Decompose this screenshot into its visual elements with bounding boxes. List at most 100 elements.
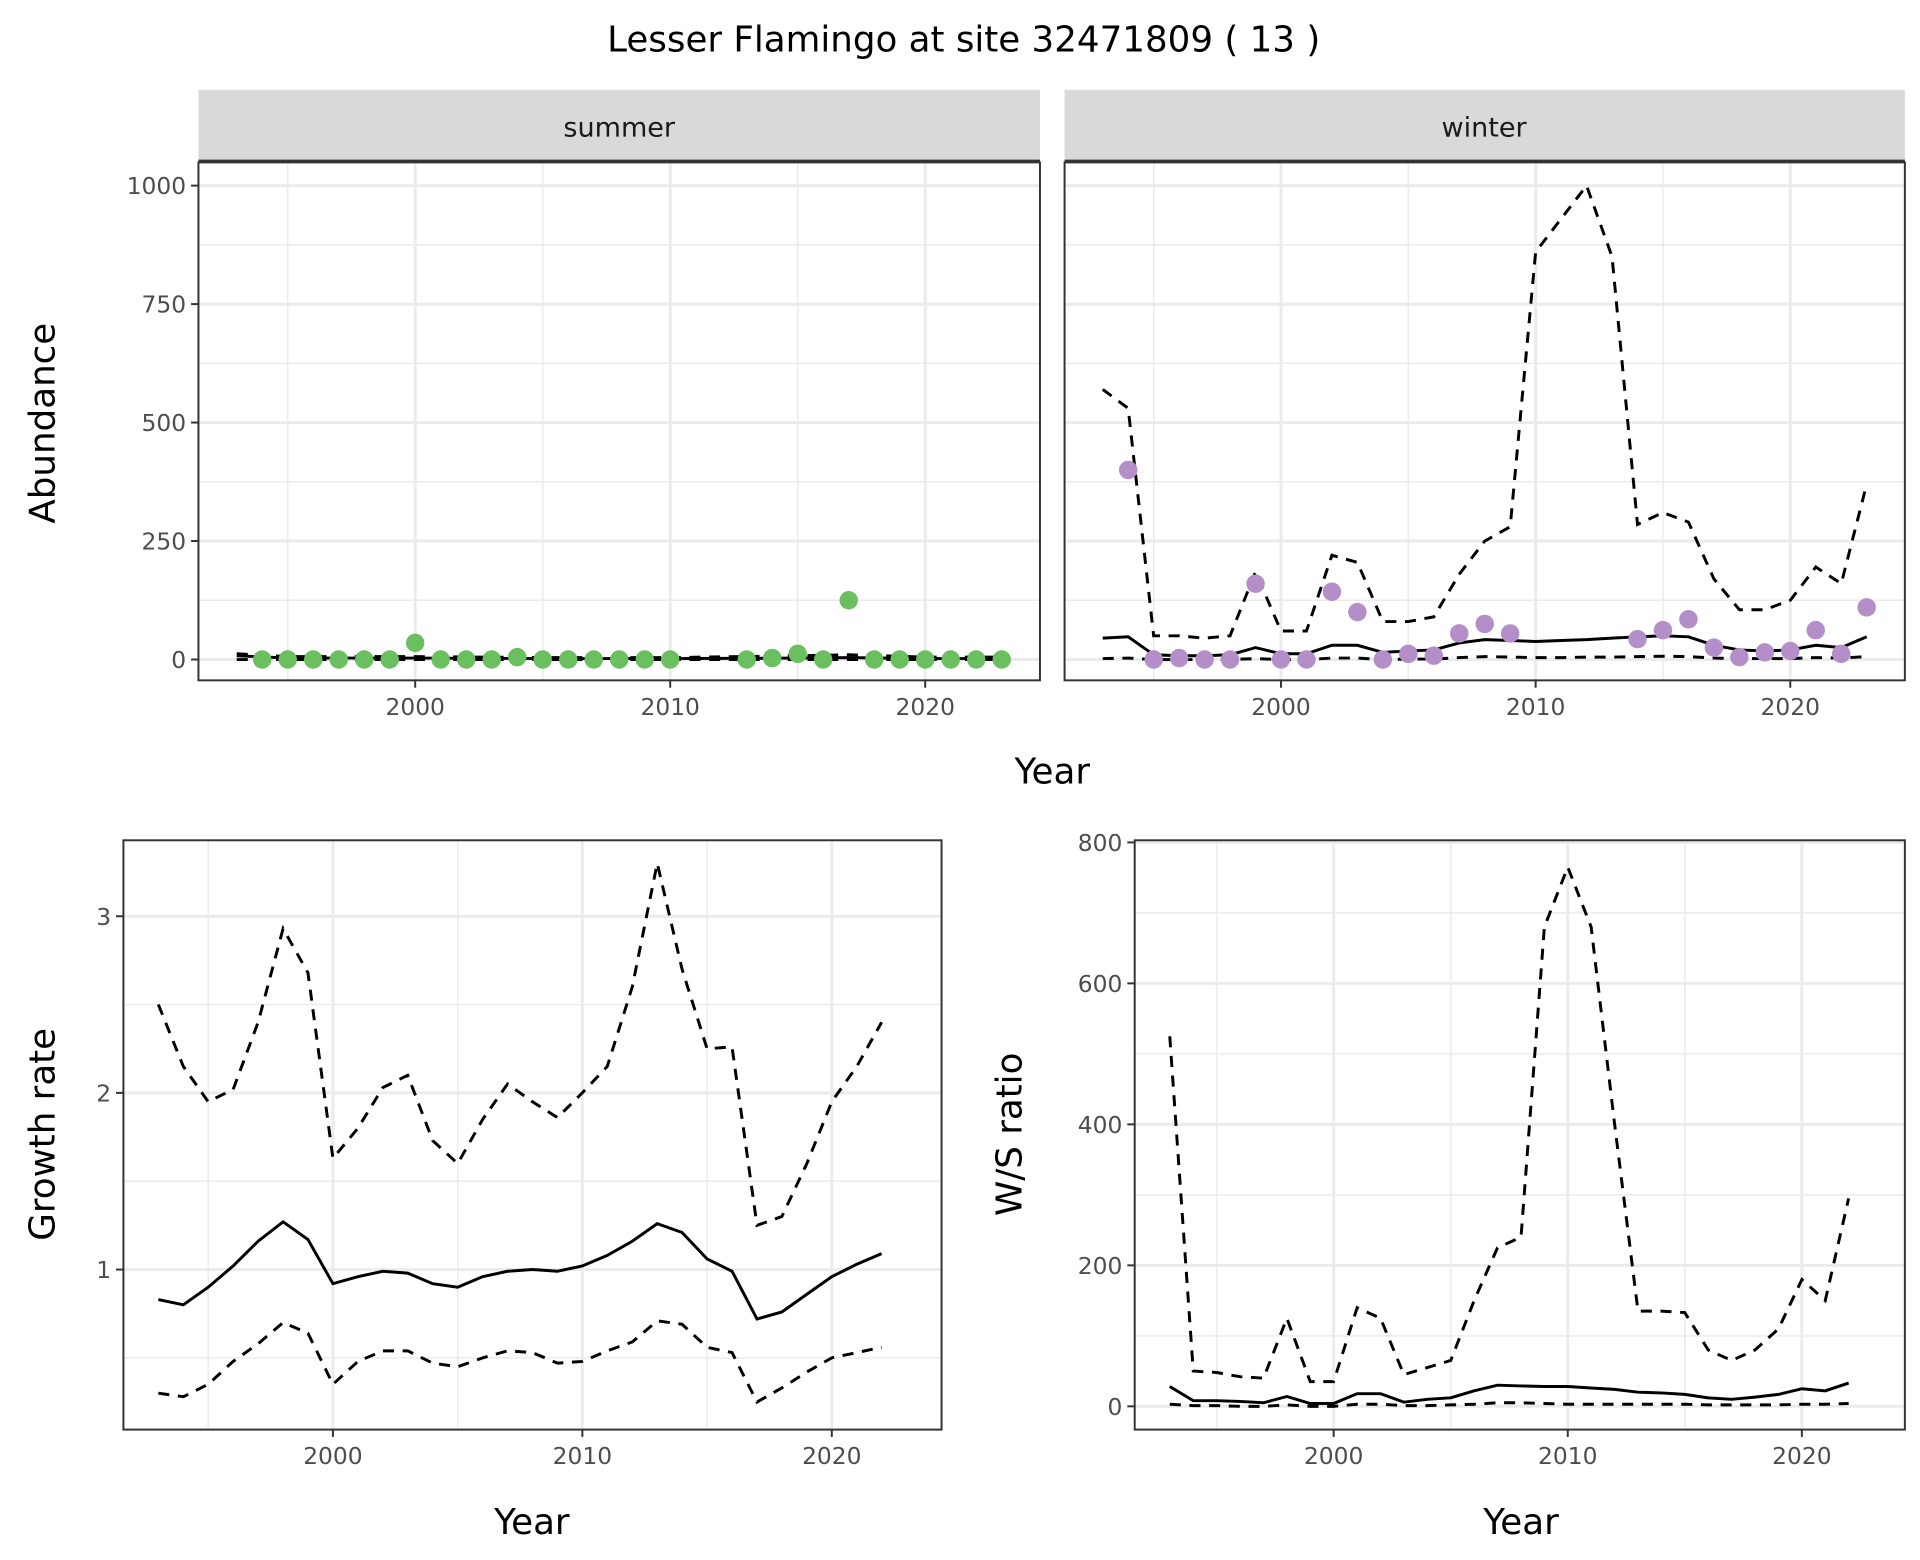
y-tick-label: 500 xyxy=(142,409,187,437)
data-point xyxy=(1373,650,1393,669)
data-point xyxy=(1297,650,1316,669)
data-point xyxy=(380,650,399,669)
data-point xyxy=(278,650,297,669)
x-tick-label: 2020 xyxy=(802,1442,861,1470)
upper-bound-line xyxy=(156,862,883,1228)
data-point xyxy=(1424,646,1444,665)
x-axis-label-top: Year xyxy=(1014,752,1091,793)
data-point xyxy=(1628,629,1647,649)
y-axis-label-ws: W/S ratio xyxy=(990,1053,1031,1216)
data-point xyxy=(1119,460,1138,480)
data-point xyxy=(1195,650,1214,669)
upper-bound-line xyxy=(1101,182,1869,640)
y-tick-label: 800 xyxy=(1078,829,1123,857)
data-point xyxy=(482,650,501,669)
x-tick-label: 2000 xyxy=(303,1442,362,1470)
data-point xyxy=(992,650,1011,669)
data-point xyxy=(1348,602,1367,622)
y-tick-label: 250 xyxy=(142,528,187,556)
y-axis-label-abundance: Abundance xyxy=(23,323,64,524)
y-tick-label: 600 xyxy=(1078,970,1123,998)
data-point xyxy=(762,648,782,668)
y-tick-label: 3 xyxy=(96,903,111,931)
panel-border xyxy=(122,839,943,1431)
data-point xyxy=(839,591,858,610)
data-point xyxy=(1220,650,1240,669)
data-point xyxy=(558,650,578,669)
data-point xyxy=(1730,647,1749,667)
x-tick-label: 2010 xyxy=(640,693,699,721)
strip-summer-bg xyxy=(198,89,1040,163)
strip-summer-label: summer xyxy=(563,113,676,144)
data-point xyxy=(533,650,552,669)
panel-border xyxy=(1063,161,1906,682)
strip-winter-bg xyxy=(1064,89,1905,163)
x-tick-label: 2010 xyxy=(1506,693,1565,721)
data-point xyxy=(1704,638,1724,657)
data-point xyxy=(1475,614,1494,634)
x-tick-label: 2010 xyxy=(553,1442,612,1470)
data-point xyxy=(1653,620,1673,640)
data-point xyxy=(456,650,476,669)
y-tick-label: 0 xyxy=(1108,1393,1123,1421)
strip-winter-label: winter xyxy=(1442,113,1528,144)
upper-bound-line xyxy=(1168,863,1851,1384)
data-point xyxy=(737,650,756,669)
data-point xyxy=(1144,650,1163,669)
lower-bound-line xyxy=(158,1319,882,1405)
plot-area xyxy=(1134,840,1905,1430)
data-point xyxy=(660,650,680,669)
data-point xyxy=(788,644,807,664)
y-tick-label: 400 xyxy=(1078,1111,1123,1139)
data-point xyxy=(864,650,884,669)
data-point xyxy=(1755,643,1775,662)
x-tick-label: 2000 xyxy=(1304,1442,1363,1470)
y-tick-label: 1000 xyxy=(127,172,186,200)
y-tick-label: 750 xyxy=(142,291,187,319)
x-tick-label: 2020 xyxy=(1772,1442,1831,1470)
y-tick-label: 2 xyxy=(96,1080,111,1108)
data-point xyxy=(1857,598,1876,617)
panel-border xyxy=(197,161,1041,682)
panel-winter: 2000 2010 2020 xyxy=(1063,161,1906,721)
lower-bound-line xyxy=(1169,1401,1849,1408)
panel-growth-rate: 2000 2010 2020 1 2 3 xyxy=(96,839,943,1470)
data-point xyxy=(1781,641,1800,661)
data-point xyxy=(584,650,603,669)
y-tick-label: 1 xyxy=(96,1256,111,1284)
data-point xyxy=(1399,644,1418,664)
panel-ws-ratio: 2000 2010 2020 0 200 400 600 800 xyxy=(1078,829,1906,1470)
data-point xyxy=(354,650,374,669)
data-point xyxy=(252,650,272,669)
data-point xyxy=(1322,582,1342,601)
x-tick-label: 2000 xyxy=(1251,693,1310,721)
data-point xyxy=(966,650,986,669)
x-tick-label: 2020 xyxy=(1761,693,1820,721)
mean-line xyxy=(1169,1381,1850,1405)
data-point xyxy=(915,650,935,669)
data-point xyxy=(1169,648,1189,668)
y-tick-label: 0 xyxy=(171,646,186,674)
data-point xyxy=(303,650,323,669)
x-tick-label: 2020 xyxy=(895,693,954,721)
panel-summer: 2000 2010 2020 0 250 500 750 1000 xyxy=(127,161,1041,721)
data-point xyxy=(890,650,909,669)
data-point xyxy=(1679,609,1698,629)
chart-title: Lesser Flamingo at site 32471809 ( 13 ) xyxy=(607,20,1320,61)
data-point xyxy=(1806,620,1825,640)
x-axis-label-ws: Year xyxy=(1482,1502,1559,1543)
y-axis-label-growth: Growth rate xyxy=(23,1028,64,1241)
x-tick-label: 2010 xyxy=(1538,1442,1597,1470)
mean-line xyxy=(158,1219,883,1321)
data-point xyxy=(941,650,960,669)
data-point xyxy=(1500,624,1520,643)
y-tick-label: 200 xyxy=(1078,1252,1123,1280)
data-point xyxy=(405,633,425,653)
data-point xyxy=(431,650,450,669)
data-point xyxy=(1246,574,1265,593)
data-point xyxy=(609,650,629,669)
plot-area xyxy=(123,840,942,1430)
data-point xyxy=(1450,624,1469,643)
data-point xyxy=(635,650,654,669)
